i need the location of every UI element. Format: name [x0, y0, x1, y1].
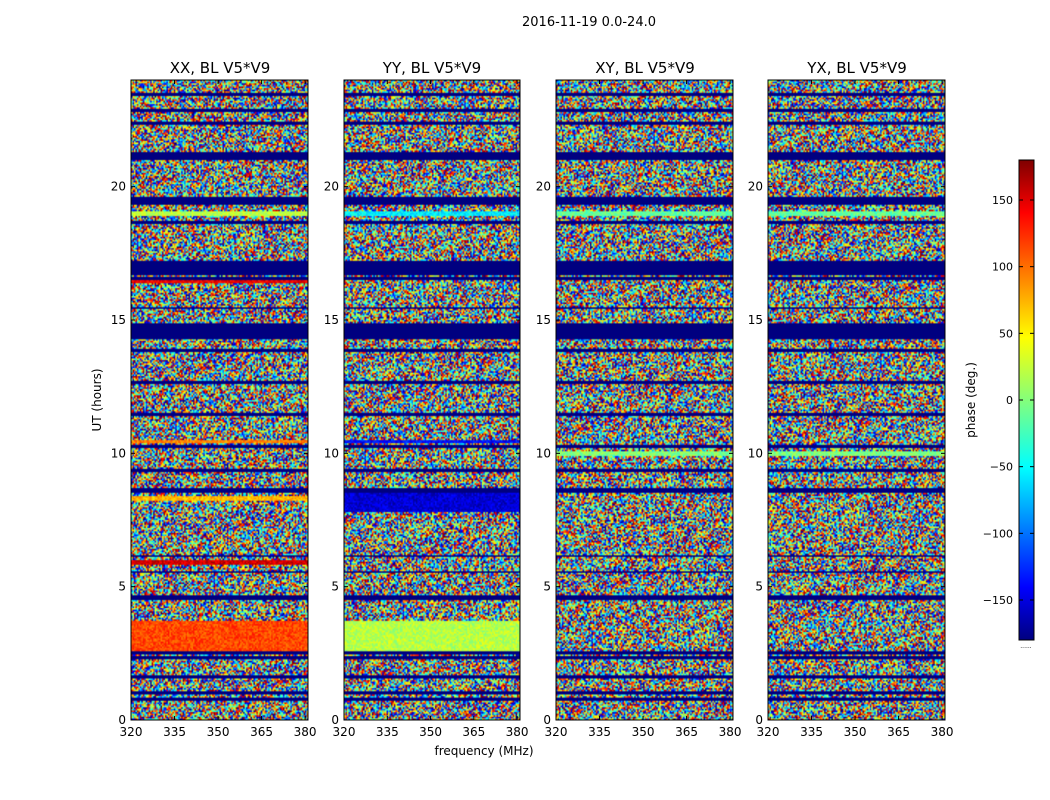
x-tick-label: 365	[675, 725, 698, 739]
y-tick-label: 0	[543, 713, 551, 727]
colorbar-tick-label: −150	[983, 594, 1013, 607]
y-tick-label: 15	[748, 313, 763, 327]
colorbar-tick-label: 150	[992, 194, 1013, 207]
panel-xx: XX, BL V5*V9 320 335 350 365 380 0 5 10 15 20	[111, 59, 317, 739]
x-tick-label: 380	[719, 725, 742, 739]
colorbar-tick-label: −100	[983, 527, 1013, 540]
y-ticks: 0 5 10 15 20	[536, 180, 733, 727]
x-tick-label: 350	[207, 725, 230, 739]
x-tick-label: 320	[333, 725, 356, 739]
phase-heatmap	[556, 80, 733, 720]
panel-title: XX, BL V5*V9	[170, 59, 271, 77]
colorbar-tick-label: 0	[1006, 394, 1013, 407]
colorbar-tick-label: −50	[990, 461, 1013, 474]
y-tick-label: 5	[543, 580, 551, 594]
y-tick-label: 5	[755, 580, 763, 594]
x-tick-label: 320	[120, 725, 143, 739]
x-ticks: 320 335 350 365 380	[120, 80, 317, 739]
x-tick-label: 335	[800, 725, 823, 739]
phase-heatmap	[344, 80, 520, 720]
y-tick-label: 0	[118, 713, 126, 727]
colorbar-label: phase (deg.)	[964, 362, 978, 438]
panel-title: XY, BL V5*V9	[595, 59, 695, 77]
y-tick-label: 20	[324, 180, 339, 194]
y-tick-label: 20	[748, 180, 763, 194]
colorbar-ticks: 150 100 50 0 −50 −100 −150	[983, 194, 1034, 607]
panel-title: YY, BL V5*V9	[382, 59, 481, 77]
y-tick-label: 20	[536, 180, 551, 194]
plot-frame	[130, 79, 309, 721]
y-tick-label: 5	[331, 580, 339, 594]
x-tick-label: 365	[250, 725, 273, 739]
colorbar-tick-label: 50	[999, 327, 1013, 340]
colorbar-footer: ......	[1020, 643, 1032, 650]
panel-yx: YX, BL V5*V9 320 335 350 365 380 0 5 10 15 20	[748, 59, 954, 739]
y-axis-label: UT (hours)	[90, 368, 104, 431]
x-tick-label: 335	[588, 725, 611, 739]
y-tick-label: 10	[324, 446, 339, 460]
y-ticks: 0 5 10 15 20	[111, 180, 308, 727]
y-ticks: 0 5 10 15 20	[324, 180, 520, 727]
x-tick-label: 350	[632, 725, 655, 739]
figure-suptitle: 2016-11-19 0.0-24.0	[522, 15, 656, 30]
x-tick-label: 380	[931, 725, 954, 739]
x-tick-label: 320	[757, 725, 780, 739]
colorbar-tick-label: 100	[992, 261, 1013, 274]
y-tick-label: 5	[118, 580, 126, 594]
x-tick-label: 365	[462, 725, 485, 739]
x-tick-label: 350	[844, 725, 867, 739]
x-ticks: 320 335 350 365 380	[333, 80, 529, 739]
plot-frame	[555, 79, 734, 721]
y-tick-label: 15	[111, 313, 126, 327]
x-tick-label: 350	[419, 725, 442, 739]
x-tick-label: 335	[163, 725, 186, 739]
x-ticks: 320 335 350 365 380	[545, 80, 742, 739]
x-tick-label: 365	[887, 725, 910, 739]
y-tick-label: 10	[111, 446, 126, 460]
y-tick-label: 15	[324, 313, 339, 327]
x-tick-label: 380	[294, 725, 317, 739]
x-tick-label: 335	[376, 725, 399, 739]
y-tick-label: 10	[536, 446, 551, 460]
x-tick-label: 380	[506, 725, 529, 739]
panel-xy: XY, BL V5*V9 320 335 350 365 380 0 5 10 15 20	[536, 59, 742, 739]
y-tick-label: 0	[331, 713, 339, 727]
plot-frame	[343, 79, 521, 721]
y-tick-label: 20	[111, 180, 126, 194]
colorbar: 150 100 50 0 −50 −100 −150 phase (deg.) ......	[964, 159, 1035, 650]
phase-heatmap	[768, 80, 945, 720]
x-ticks: 320 335 350 365 380	[757, 80, 954, 739]
y-tick-label: 10	[748, 446, 763, 460]
y-tick-label: 15	[536, 313, 551, 327]
phase-heatmap	[131, 80, 308, 720]
plot-frame	[767, 79, 946, 721]
y-ticks: 0 5 10 15 20	[748, 180, 945, 727]
panel-title: YX, BL V5*V9	[806, 59, 907, 77]
y-tick-label: 0	[755, 713, 763, 727]
panel-yy: YY, BL V5*V9 320 335 350 365 380 0 5 10 15 20	[324, 59, 529, 739]
x-tick-label: 320	[545, 725, 568, 739]
x-axis-label: frequency (MHz)	[434, 744, 533, 758]
